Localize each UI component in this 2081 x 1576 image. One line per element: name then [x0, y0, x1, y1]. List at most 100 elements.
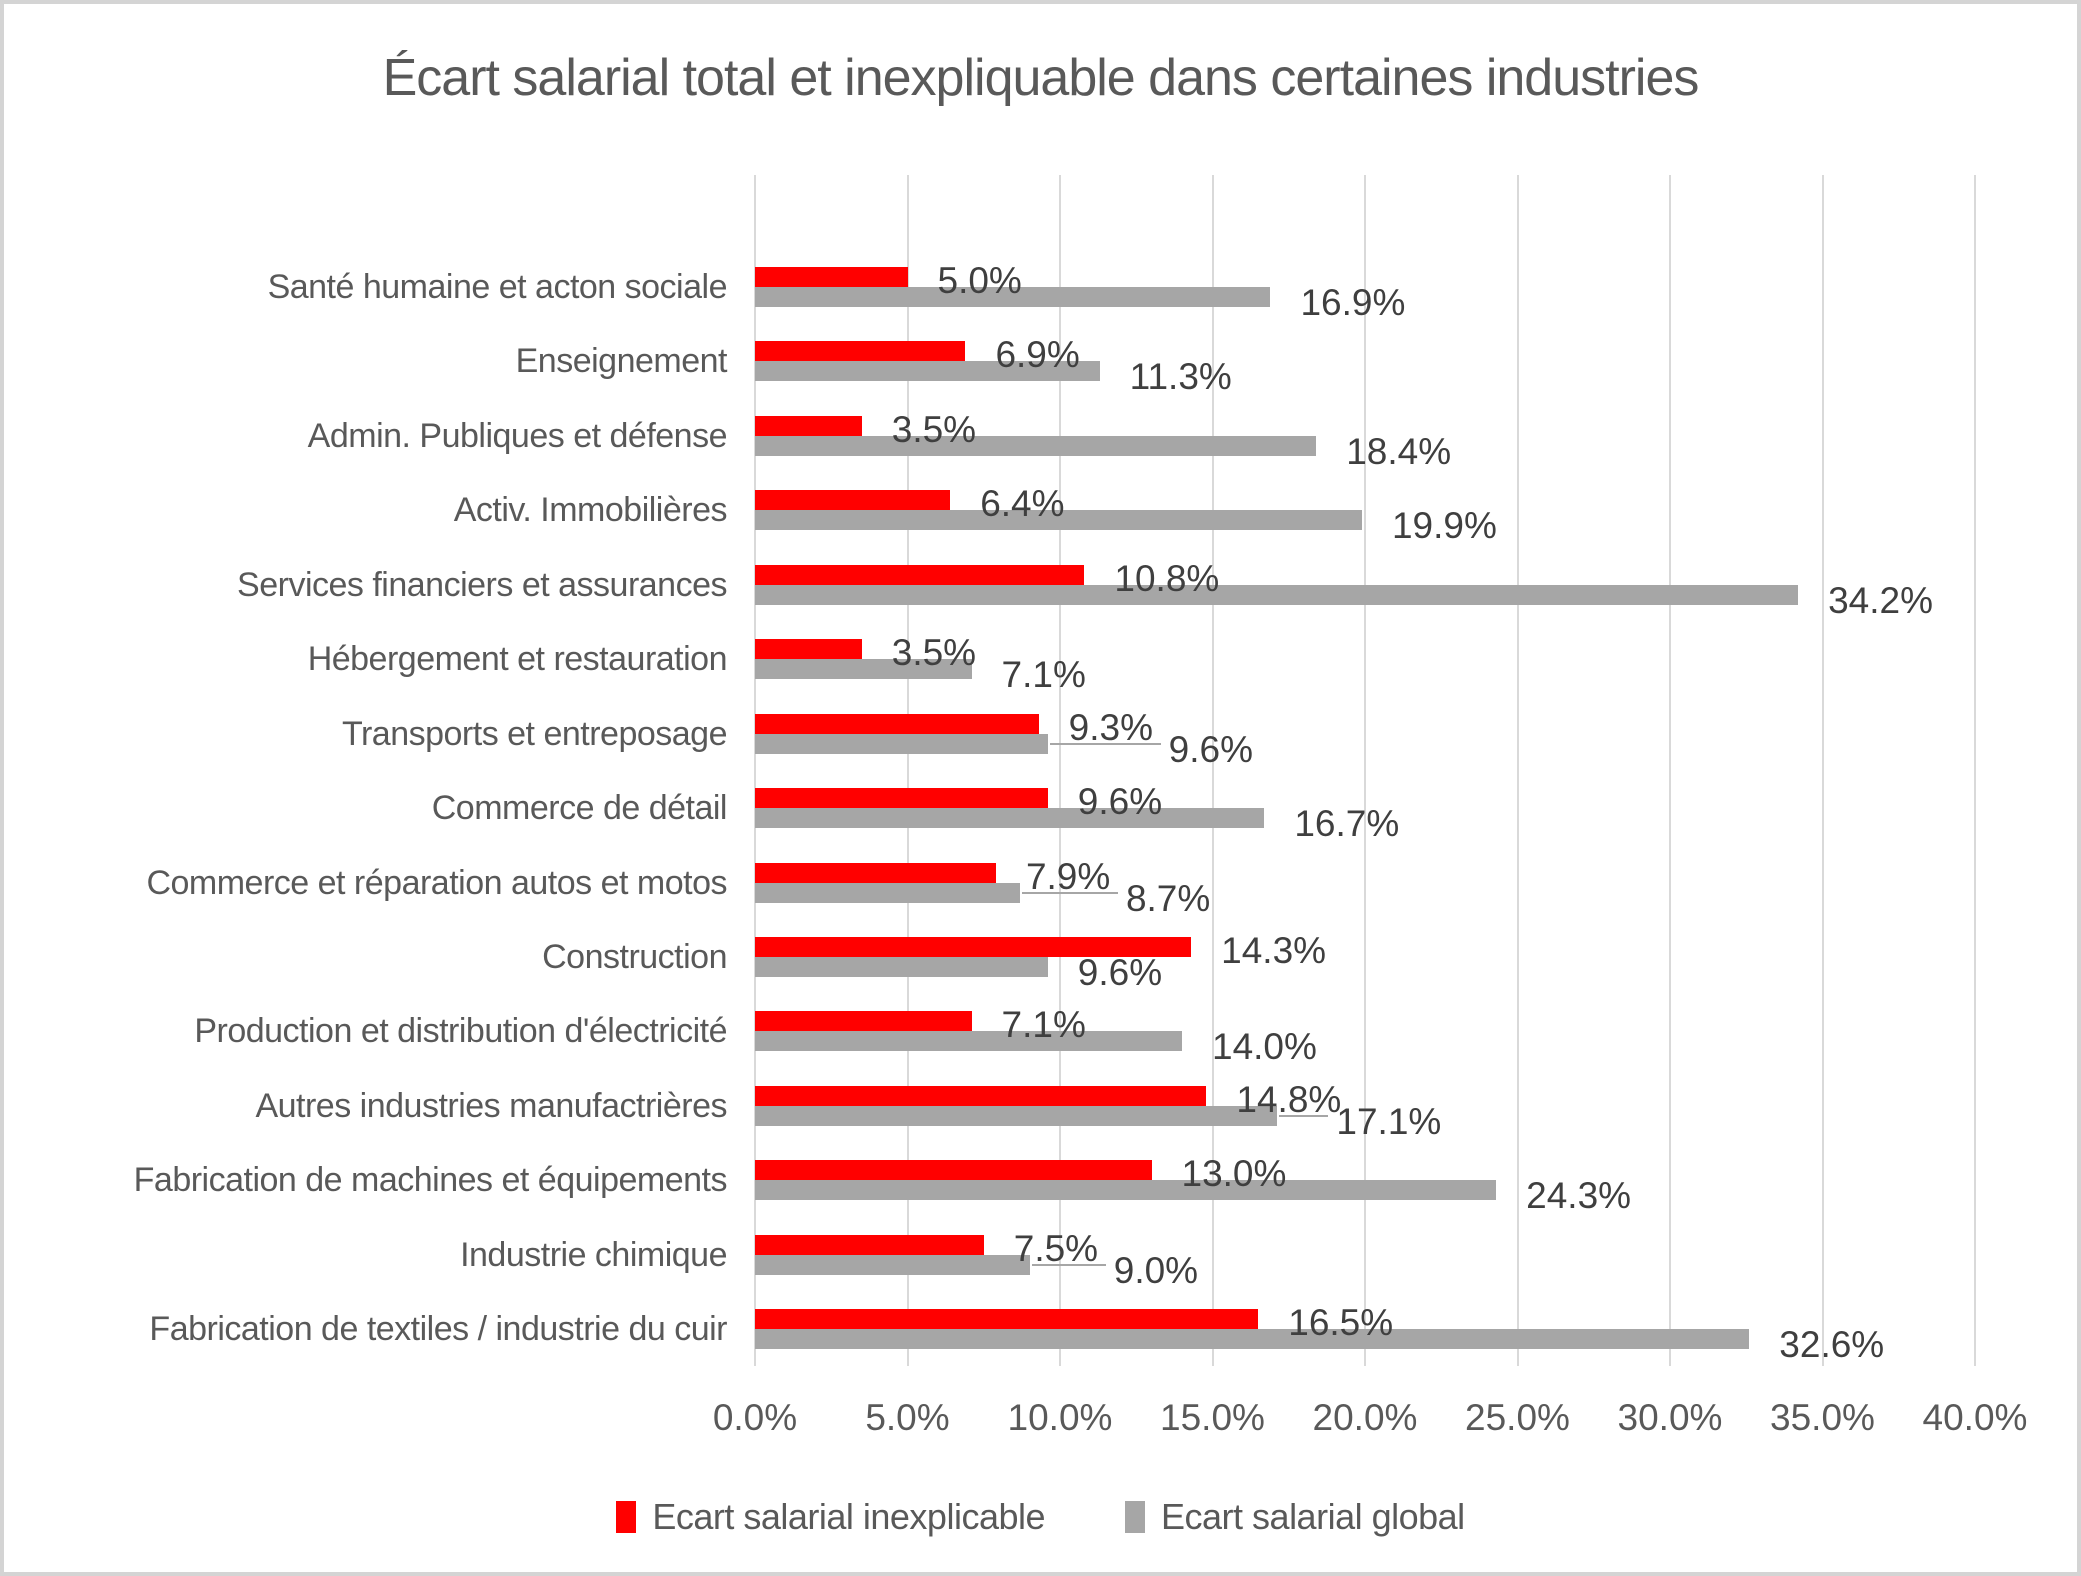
leader-line	[1278, 1114, 1329, 1117]
value-label-inexplicable: 7.5%	[1013, 1227, 1099, 1269]
value-label-inexplicable: 13.0%	[1181, 1153, 1287, 1195]
gridline	[906, 175, 909, 1366]
bar-global	[755, 1180, 1497, 1201]
value-label-inexplicable: 9.3%	[1068, 706, 1153, 748]
bar-inexplicable	[755, 1160, 1152, 1181]
bar-global	[755, 287, 1271, 308]
x-tick-label: 40.0%	[1922, 1397, 2028, 1438]
bar-inexplicable	[755, 862, 996, 883]
value-label-global: 16.7%	[1294, 803, 1400, 845]
legend: Ecart salarial inexplicable Ecart salaria…	[4, 1496, 2077, 1538]
value-label-inexplicable: 6.4%	[980, 483, 1065, 525]
value-label-global: 18.4%	[1346, 430, 1452, 472]
value-label-inexplicable: 3.5%	[891, 408, 977, 450]
bar-inexplicable	[755, 936, 1192, 957]
leader-line	[1022, 891, 1118, 894]
category-label: Production et distribution d'électricité	[194, 1012, 727, 1051]
legend-item-1: Ecart salarial global	[1125, 1496, 1465, 1538]
value-label-global: 11.3%	[1129, 356, 1232, 398]
value-label-global: 32.6%	[1779, 1324, 1885, 1366]
x-tick-label: 35.0%	[1770, 1397, 1875, 1438]
value-label-inexplicable: 9.6%	[1077, 781, 1163, 823]
bar-inexplicable	[755, 1234, 984, 1255]
value-label-global: 8.7%	[1125, 877, 1211, 919]
bar-global	[755, 435, 1317, 456]
bar-global	[755, 510, 1362, 531]
value-label-inexplicable: 16.5%	[1288, 1302, 1394, 1344]
bar-global	[755, 1254, 1030, 1275]
value-label-inexplicable: 5.0%	[937, 260, 1022, 302]
legend-label: Ecart salarial global	[1161, 1496, 1465, 1537]
leader-line	[1031, 1263, 1106, 1266]
value-label-inexplicable: 14.3%	[1221, 929, 1327, 971]
value-label-global: 19.9%	[1391, 505, 1497, 547]
gridline	[1211, 175, 1214, 1366]
category-label: Autres industries manufactrières	[255, 1086, 727, 1125]
category-label: Activ. Immobilières	[453, 491, 728, 530]
bar-inexplicable	[755, 713, 1039, 734]
gridline	[1974, 175, 1976, 1366]
leader-line	[1049, 742, 1161, 745]
category-label: Transports et entreposage	[341, 714, 728, 753]
value-label-global: 7.1%	[1001, 654, 1086, 696]
gridline	[1669, 175, 1671, 1366]
gridline	[1516, 175, 1519, 1366]
value-label-inexplicable: 14.8%	[1236, 1078, 1342, 1120]
bar-inexplicable	[755, 415, 862, 436]
bar-global	[755, 733, 1048, 754]
bar-inexplicable	[755, 1011, 972, 1032]
bar-global	[755, 1105, 1277, 1126]
bar-inexplicable	[755, 788, 1048, 809]
bar-global	[755, 956, 1048, 977]
x-tick-label: 5.0%	[865, 1397, 950, 1438]
value-label-inexplicable: 6.9%	[995, 334, 1080, 376]
category-label: Commerce et réparation autos et motos	[146, 863, 727, 902]
value-label-inexplicable: 10.8%	[1114, 557, 1220, 599]
bar-inexplicable	[755, 639, 862, 660]
value-label-global: 16.9%	[1300, 282, 1406, 324]
category-label: Santé humaine et acton sociale	[267, 268, 728, 307]
value-label-global: 9.6%	[1077, 951, 1163, 993]
x-tick-label: 0.0%	[712, 1397, 798, 1438]
value-label-global: 9.6%	[1168, 728, 1253, 770]
value-label-inexplicable: 7.1%	[1001, 1004, 1086, 1046]
gridline	[754, 175, 756, 1366]
category-label: Fabrication de textiles / industrie du c…	[149, 1310, 727, 1349]
category-label: Enseignement	[515, 342, 728, 381]
x-tick-label: 25.0%	[1465, 1397, 1570, 1438]
gridline	[1821, 175, 1824, 1366]
category-label: Fabrication de machines et équipements	[133, 1161, 728, 1200]
bar-global	[755, 659, 972, 680]
bar-global	[755, 361, 1100, 382]
x-tick-label: 20.0%	[1312, 1397, 1418, 1438]
bar-inexplicable	[755, 564, 1085, 585]
bar-inexplicable	[755, 267, 908, 288]
value-label-global: 34.2%	[1828, 579, 1934, 621]
category-label: Industrie chimique	[460, 1235, 727, 1274]
value-label-global: 9.0%	[1113, 1249, 1199, 1291]
bar-inexplicable	[755, 490, 951, 511]
legend-item-0: Ecart salarial inexplicable	[616, 1496, 1046, 1538]
category-label: Commerce de détail	[431, 789, 728, 828]
value-label-global: 17.1%	[1336, 1100, 1442, 1142]
chart-title: Écart salarial total et inexpliquable da…	[382, 49, 1700, 107]
x-tick-label: 15.0%	[1160, 1397, 1265, 1438]
bar-inexplicable	[755, 1309, 1259, 1330]
value-label-inexplicable: 7.9%	[1025, 855, 1111, 897]
category-label: Construction	[542, 937, 727, 976]
legend-swatch-icon	[616, 1501, 637, 1533]
bar-global	[755, 882, 1021, 903]
x-tick-label: 30.0%	[1617, 1397, 1723, 1438]
category-label: Admin. Publiques et défense	[307, 416, 728, 455]
value-label-global: 14.0%	[1212, 1026, 1317, 1068]
bar-global	[755, 808, 1265, 829]
category-label: Services financiers et assurances	[237, 565, 727, 604]
category-label: Hébergement et restauration	[307, 640, 728, 679]
value-label-inexplicable: 3.5%	[891, 632, 977, 674]
gridline	[1364, 175, 1366, 1366]
bar-global	[755, 584, 1799, 605]
bar-inexplicable	[755, 1085, 1207, 1106]
legend-label: Ecart salarial inexplicable	[652, 1496, 1046, 1537]
bar-inexplicable	[755, 341, 966, 362]
